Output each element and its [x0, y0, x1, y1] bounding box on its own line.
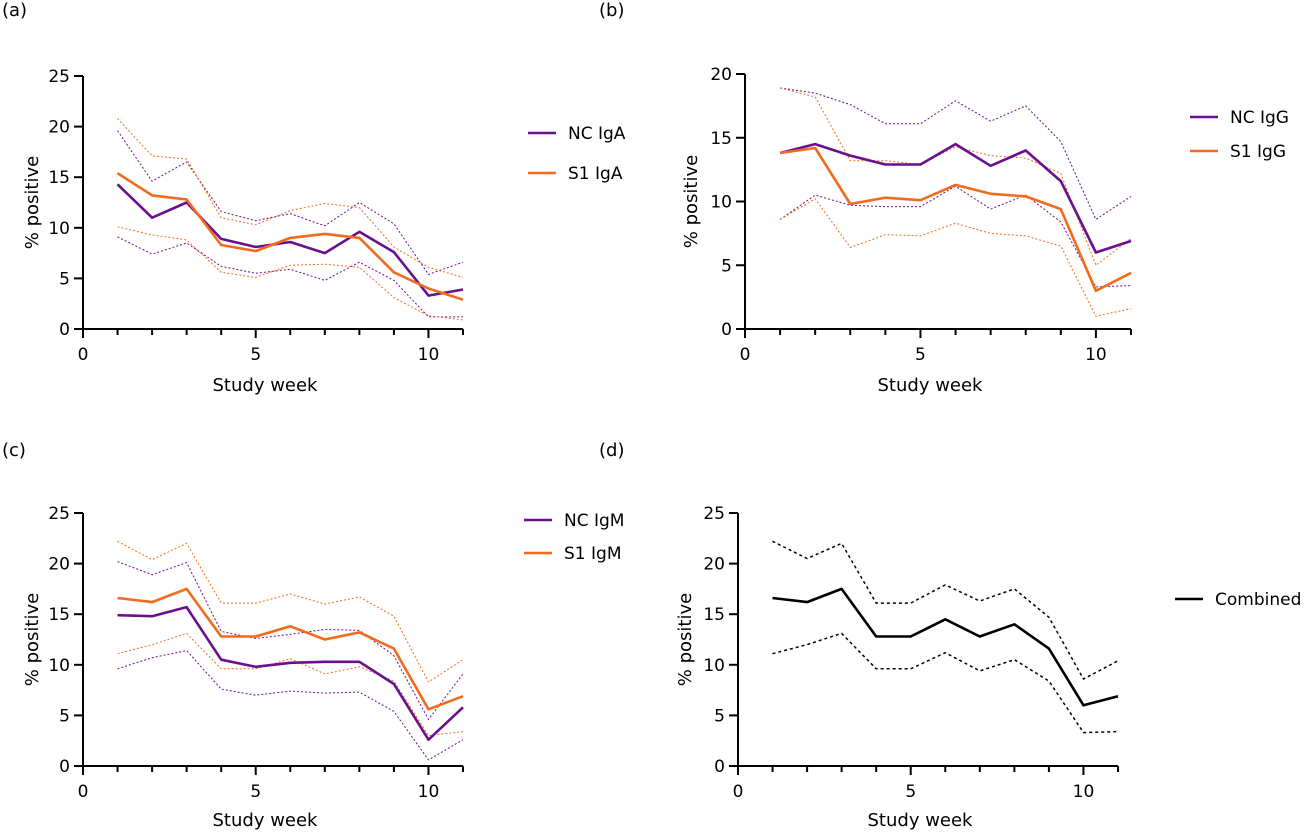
y-tick-label: 10 [703, 656, 725, 676]
y-tick-label: 25 [48, 504, 70, 524]
x-tick-label: 5 [250, 345, 261, 365]
ci-upper-line [117, 130, 464, 275]
y-tick-label: 0 [59, 320, 70, 340]
panel-label: (b) [599, 0, 624, 21]
series-line [117, 605, 464, 742]
ci-lower-line [117, 226, 464, 321]
x-tick-label: 10 [418, 782, 440, 802]
y-tick-label: 25 [703, 504, 725, 524]
y-tick-label: 15 [703, 605, 725, 625]
legend-label: S1 IgM [564, 544, 621, 564]
series-line [117, 587, 464, 711]
y-tick-label: 25 [48, 67, 70, 87]
chart-panel-2: (b) 0 5 10 15 20 0 5 10 Study week % positive NC Ig… [599, 0, 1289, 396]
ci-lower-line [117, 236, 463, 318]
panel-label: (a) [2, 0, 27, 21]
chart-panel-1: (a) 0 5 10 15 20 25 0 5 10 Study week % positive NC … [2, 0, 626, 396]
ci-upper-line [772, 540, 1119, 681]
chart-panel-4: (d) 0 5 10 15 20 25 0 5 10 Study week % positive Com… [599, 440, 1301, 831]
y-tick-label: 10 [710, 193, 732, 213]
series-line [116, 183, 464, 297]
x-tick-label: 10 [1085, 345, 1107, 365]
x-tick-label: 10 [418, 345, 440, 365]
y-tick-label: 0 [721, 320, 732, 340]
y-tick-label: 5 [59, 706, 70, 726]
y-tick-label: 10 [48, 219, 70, 239]
ci-lower-line [117, 650, 464, 761]
legend-label: Combined [1215, 590, 1301, 610]
y-tick-label: 20 [48, 118, 70, 138]
y-tick-label: 20 [710, 65, 732, 85]
ci-upper-line [780, 87, 1132, 221]
x-tick-label: 10 [1073, 782, 1095, 802]
y-axis-title: % positive [675, 593, 696, 686]
series-line [779, 142, 1132, 254]
legend-label: S1 IgG [1230, 142, 1286, 162]
x-axis-title: Study week [213, 810, 319, 831]
legend-label: NC IgG [1230, 108, 1289, 128]
y-tick-label: 5 [721, 256, 732, 276]
panel-label: (c) [2, 440, 26, 461]
x-axis-title: Study week [878, 375, 984, 396]
y-tick-label: 15 [710, 129, 732, 149]
y-tick-label: 20 [48, 555, 70, 575]
x-tick-label: 5 [905, 782, 916, 802]
ci-upper-line [117, 540, 464, 683]
y-axis-title: % positive [22, 593, 43, 686]
x-axis-title: Study week [868, 810, 974, 831]
legend-label: NC IgA [568, 124, 626, 144]
x-tick-label: 0 [740, 345, 751, 365]
x-tick-label: 0 [78, 782, 89, 802]
ci-lower-line [117, 632, 464, 737]
series-line [772, 587, 1119, 707]
panel-label: (d) [599, 440, 624, 461]
x-tick-label: 0 [733, 782, 744, 802]
y-axis-title: % positive [681, 155, 702, 248]
y-tick-label: 5 [59, 269, 70, 289]
x-tick-label: 5 [915, 345, 926, 365]
ci-lower-line [779, 198, 1132, 317]
y-tick-label: 0 [714, 757, 725, 777]
legend-label: NC IgM [564, 511, 624, 531]
ci-upper-line [117, 561, 464, 721]
x-tick-label: 0 [78, 345, 89, 365]
y-tick-label: 15 [48, 168, 70, 188]
y-tick-label: 10 [48, 656, 70, 676]
ci-lower-line [779, 185, 1132, 288]
x-axis-title: Study week [213, 375, 319, 396]
y-tick-label: 5 [714, 706, 725, 726]
legend-label: S1 IgA [568, 164, 623, 184]
y-tick-label: 0 [59, 757, 70, 777]
y-axis-title: % positive [22, 156, 43, 249]
x-tick-label: 5 [250, 782, 261, 802]
y-tick-label: 20 [703, 555, 725, 575]
series-line [116, 172, 464, 301]
ci-lower-line [772, 632, 1119, 734]
y-tick-label: 15 [48, 605, 70, 625]
series-line [779, 146, 1132, 293]
chart-panel-3: (c) 0 5 10 15 20 25 0 5 10 Study week % positive NC … [2, 440, 624, 831]
